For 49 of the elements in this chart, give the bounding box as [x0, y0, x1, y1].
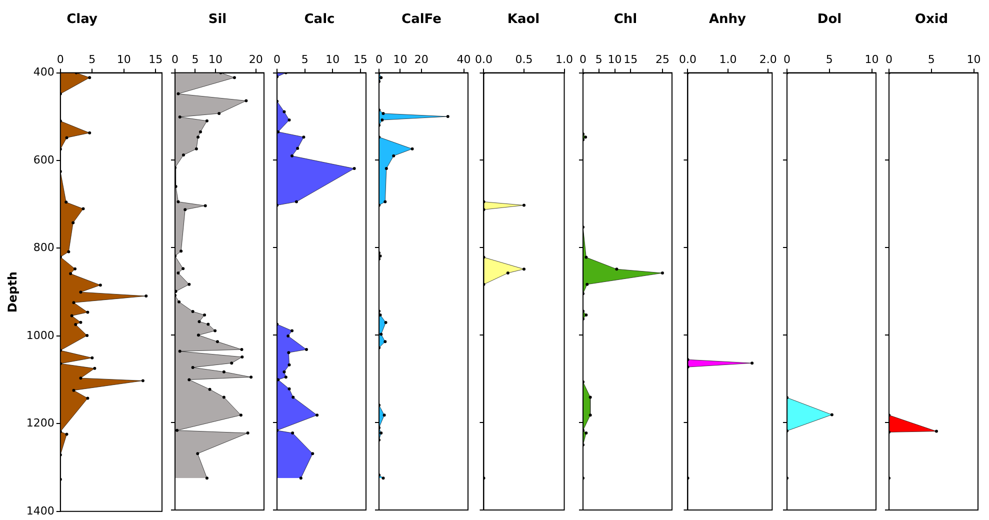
x-tick-label: 5 — [826, 53, 833, 66]
chart-title: Chl — [614, 12, 638, 28]
x-tick-label: 1.0 — [556, 53, 574, 66]
x-tick-label: 0 — [886, 53, 892, 66]
x-tick-label: 25 — [655, 53, 670, 66]
chart-title: Clay — [66, 12, 98, 28]
chart-title: Dol — [817, 12, 842, 28]
x-tick-label: 0 — [580, 53, 586, 66]
y-tick-label: 600 — [33, 153, 54, 166]
x-tick-label: 0.5 — [515, 53, 533, 66]
x-tick-label: 5 — [192, 53, 199, 66]
y-tick-label: 400 — [33, 66, 54, 79]
x-tick-label: 10 — [966, 53, 981, 66]
x-tick-label: 10 — [208, 53, 222, 66]
x-tick-label: 5 — [595, 53, 602, 66]
x-tick-label: 5 — [928, 53, 935, 66]
y-axis-title: Depth — [5, 272, 20, 313]
chart-title: Calc — [304, 12, 335, 28]
x-tick-label: 0 — [784, 53, 790, 66]
x-tick-label: 0 — [376, 53, 382, 66]
x-tick-label: 2.0 — [759, 53, 777, 66]
x-tick-label: 20 — [414, 53, 428, 66]
x-tick-label: 0 — [56, 53, 64, 66]
chart-title: Sil — [208, 12, 227, 28]
x-tick-label: 1.0 — [719, 53, 737, 66]
x-tick-label: 0.0 — [678, 53, 696, 66]
x-tick-label: 5 — [88, 53, 96, 66]
x-tick-label: 10 — [864, 53, 879, 66]
x-tick-label: 15 — [353, 53, 368, 66]
x-tick-label: 10 — [393, 53, 408, 66]
x-tick-label: 40 — [456, 53, 471, 66]
chart-title: CalFe — [402, 12, 442, 28]
x-tick-label: 10 — [116, 53, 131, 66]
x-tick-label: 0 — [274, 53, 280, 66]
chart-title: Anhy — [708, 12, 747, 28]
x-tick-label: 15 — [148, 53, 163, 66]
chart-title: Oxid — [914, 12, 948, 28]
x-tick-label: 20 — [248, 53, 263, 66]
x-tick-label: 10 — [608, 53, 622, 66]
y-tick-label: 1400 — [26, 504, 54, 518]
chart-title: Kaol — [507, 12, 540, 28]
x-tick-label: 0 — [172, 53, 178, 66]
y-tick-label: 1000 — [26, 328, 54, 342]
x-tick-label: 15 — [624, 53, 638, 66]
x-tick-label: 10 — [326, 53, 340, 66]
y-tick-label: 1200 — [26, 416, 54, 430]
x-tick-label: 0.0 — [474, 53, 492, 66]
y-tick-label: 800 — [33, 241, 54, 254]
x-tick-label: 5 — [301, 53, 308, 66]
